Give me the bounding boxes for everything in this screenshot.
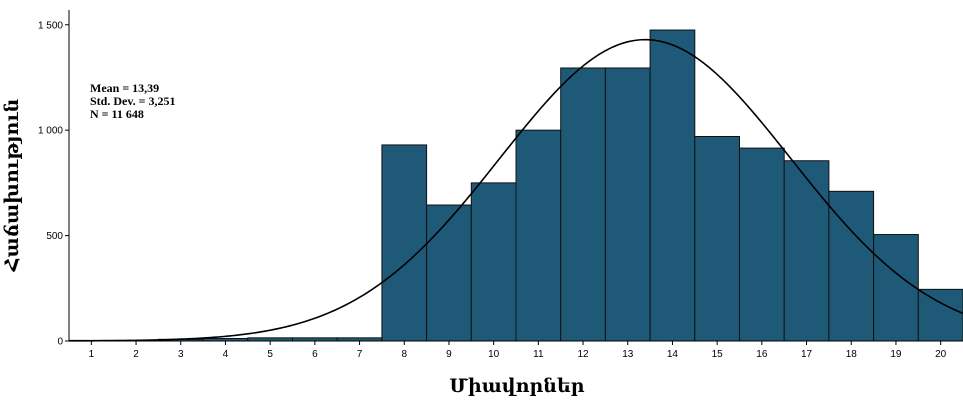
histogram-bar — [828, 190, 875, 342]
x-tick-label: 17 — [801, 349, 813, 360]
x-tick-label: 10 — [488, 349, 500, 360]
y-axis-title: Հաճախություն — [2, 99, 23, 273]
x-tick-label: 15 — [712, 349, 724, 360]
x-axis-title: Միավորներ — [449, 376, 584, 397]
stats-line: N = 11 648 — [90, 107, 144, 121]
histogram-bar — [917, 288, 963, 342]
normal-curve — [68, 38, 963, 342]
x-tick-label: 16 — [756, 349, 768, 360]
x-tick-label: 8 — [401, 349, 407, 360]
bars-layer — [68, 29, 963, 342]
x-tick-labels: 1 2 3 4 5 6 7 8 9 10 11 12 13 14 15 16 17 18 19 20 — [89, 349, 947, 360]
x-tick-label: 9 — [446, 349, 452, 360]
x-tick-label: 7 — [357, 349, 363, 360]
histogram-bar — [470, 182, 517, 342]
histogram-bar — [739, 147, 785, 342]
histogram-bar — [560, 67, 606, 342]
x-tick-label: 18 — [846, 349, 858, 360]
histogram-bar — [604, 67, 651, 342]
y-tick-label: 500 — [46, 231, 63, 242]
stats-line: Std. Dev. = 3,251 — [90, 94, 176, 108]
y-tick-label: 1 000 — [38, 126, 63, 137]
x-tick-label: 14 — [667, 349, 679, 360]
histogram-bar — [783, 160, 830, 342]
histogram-bar — [649, 29, 696, 342]
histogram-bar — [873, 234, 919, 342]
x-tick-label: 2 — [133, 349, 139, 360]
histogram-bar — [694, 135, 740, 342]
y-tick-label: 1 500 — [38, 20, 63, 31]
histogram-bar — [515, 129, 562, 342]
x-tick-label: 19 — [890, 349, 902, 360]
x-tick-label: 11 — [533, 349, 544, 360]
histogram-bar — [381, 144, 428, 342]
x-tick-label: 13 — [622, 349, 634, 360]
x-tick-label: 5 — [267, 349, 273, 360]
x-tick-label: 1 — [89, 349, 95, 360]
y-tick-labels: 0 500 1 000 1 500 — [38, 20, 63, 347]
stats-line: Mean = 13,39 — [90, 81, 159, 95]
x-tick-label: 6 — [312, 349, 318, 360]
x-tick-label: 3 — [178, 349, 184, 360]
x-tick-label: 4 — [223, 349, 229, 360]
axes-layer — [65, 10, 963, 345]
x-tick-label: 12 — [577, 349, 589, 360]
y-tick-label: 0 — [57, 337, 63, 348]
histogram-bar — [426, 204, 472, 342]
x-tick-label: 20 — [935, 349, 947, 360]
